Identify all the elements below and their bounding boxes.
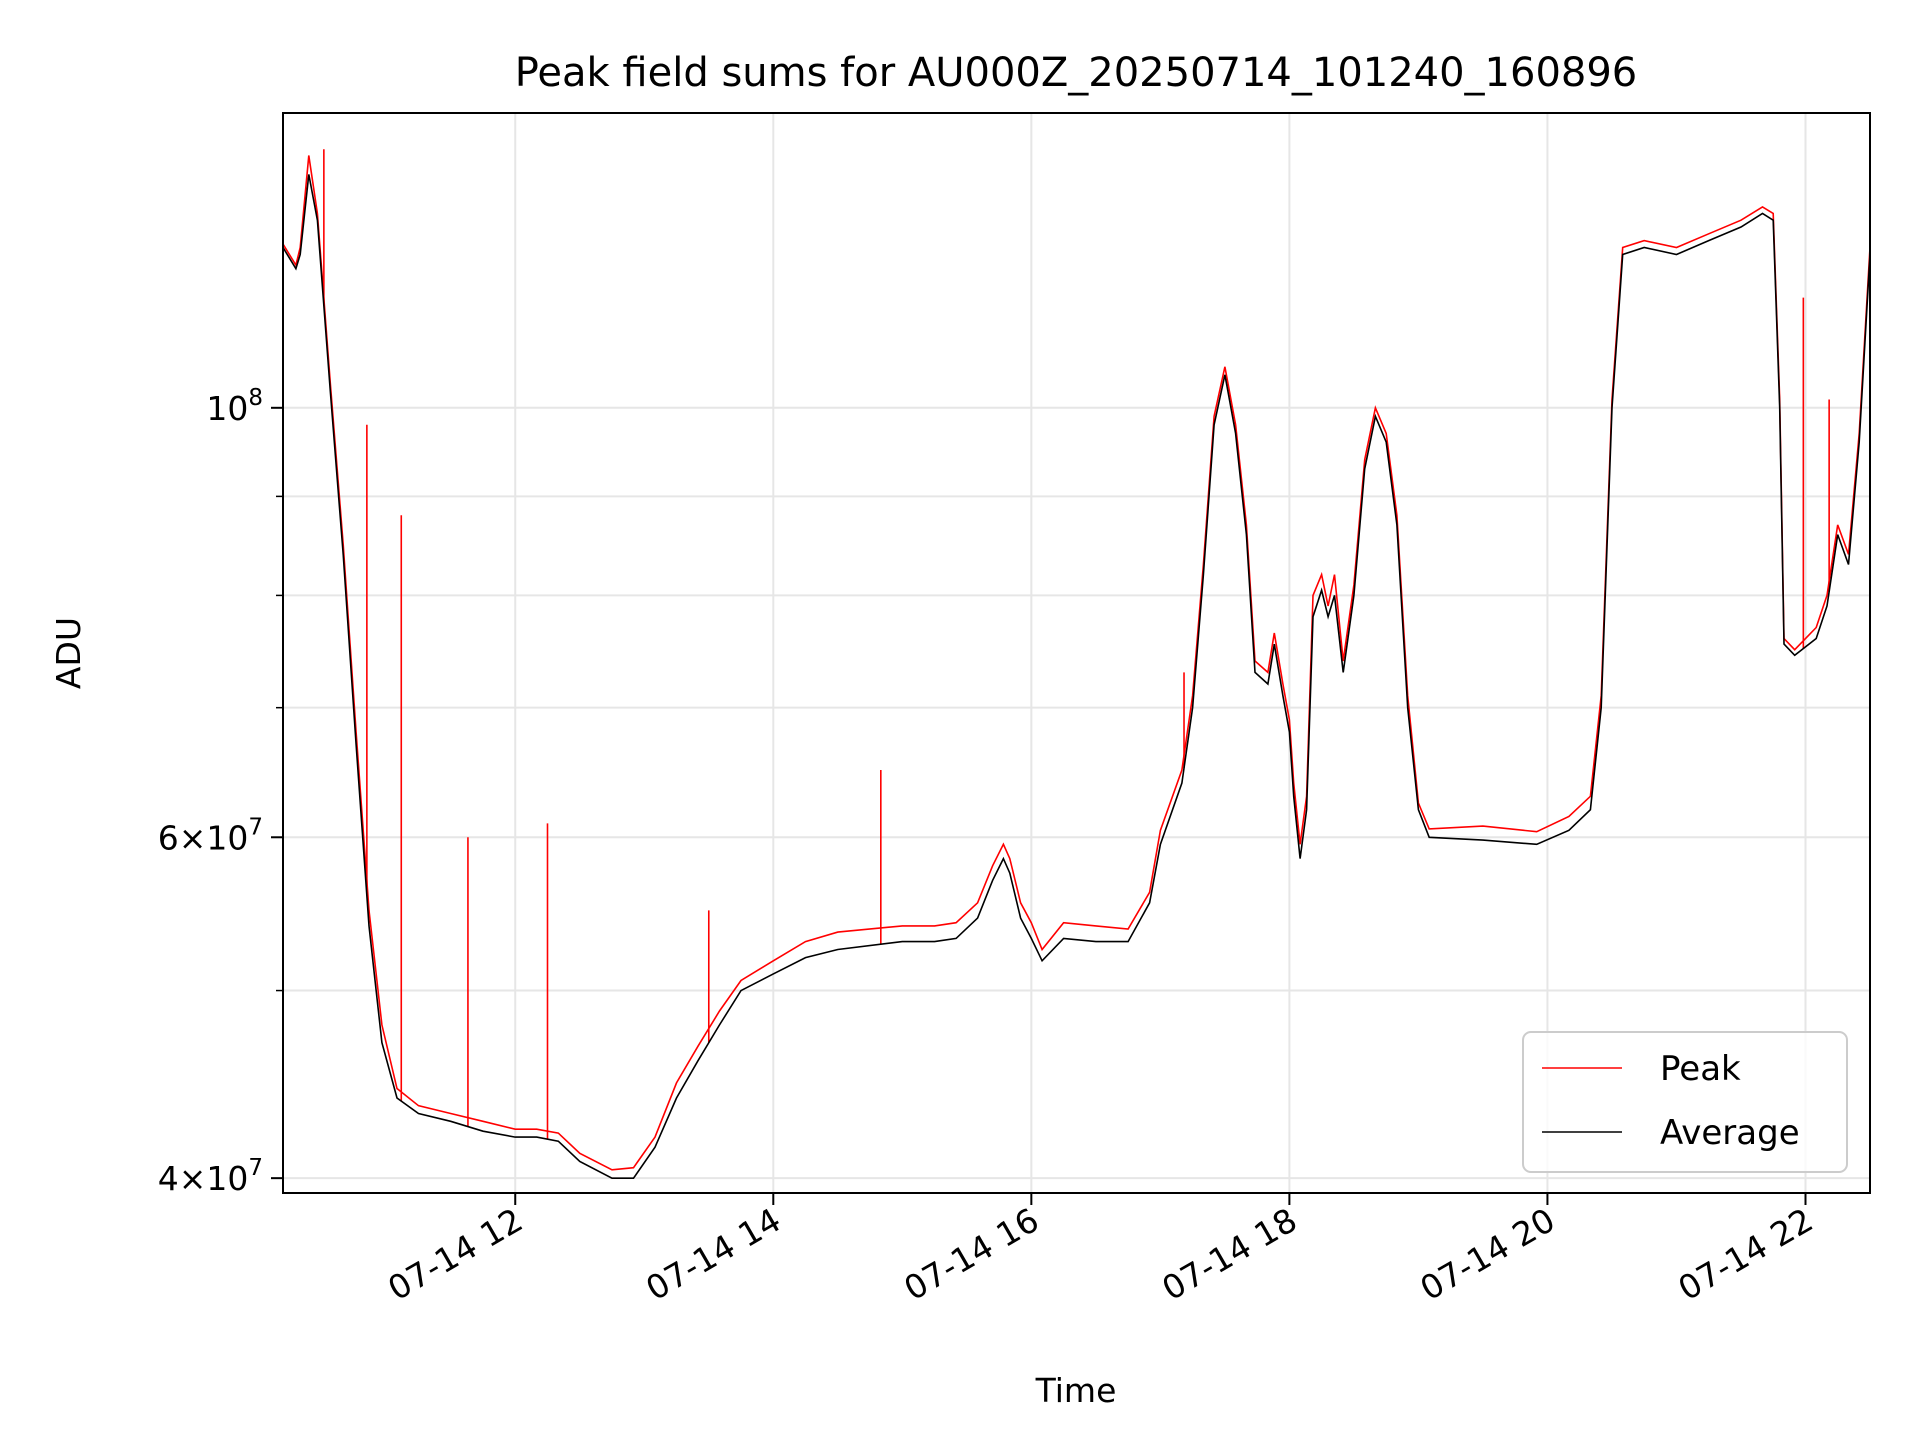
legend-label-peak: Peak (1660, 1049, 1741, 1089)
x-axis-ticks: 07-14 12 07-14 14 07-14 16 07-14 18 07-14 20… (381, 1193, 1819, 1308)
x-tick-label: 07-14 14 (639, 1200, 787, 1308)
y-tick-label: 108 (206, 385, 263, 428)
plot-frame (282, 112, 1871, 1194)
series-line-average (283, 174, 1870, 1179)
x-tick-label: 07-14 18 (1155, 1200, 1303, 1308)
x-tick-label: 07-14 20 (1413, 1200, 1561, 1308)
y-tick-label: 4×107 (158, 1155, 263, 1198)
legend-box (1522, 1031, 1848, 1173)
chart-title: Peak field sums for AU000Z_20250714_1012… (515, 50, 1638, 96)
x-axis-label: Time (1035, 1371, 1117, 1410)
series-line-peak (283, 155, 1870, 1171)
x-tick-label: 07-14 12 (381, 1200, 529, 1308)
legend-label-average: Average (1660, 1113, 1800, 1153)
y-axis-label: ADU (49, 617, 88, 689)
x-tick-label: 07-14 16 (897, 1200, 1045, 1308)
legend: Peak Average (1522, 1031, 1848, 1173)
y-axis-ticks: 4×107 6×107 108 (158, 385, 283, 1198)
y-tick-label: 6×107 (158, 814, 263, 857)
plot-series (283, 149, 1870, 1179)
x-tick-label: 07-14 22 (1671, 1200, 1819, 1308)
